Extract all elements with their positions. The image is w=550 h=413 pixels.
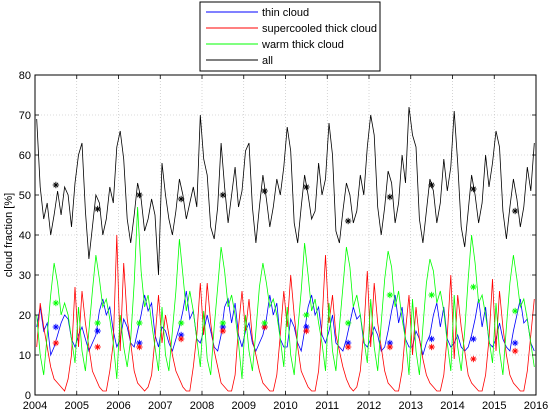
mean-marker bbox=[94, 319, 101, 327]
ticks: 2004 2005 2006 2007 2008 2009 2010 2011 2012 2013… bbox=[19, 70, 548, 412]
mean-marker bbox=[261, 323, 268, 331]
mean-marker bbox=[261, 187, 268, 195]
x-tick-label: 2009 bbox=[232, 400, 256, 412]
mean-marker bbox=[344, 217, 352, 225]
y-tick-label: 80 bbox=[19, 70, 31, 82]
mean-marker bbox=[177, 335, 185, 343]
series-line-all bbox=[36, 106, 535, 276]
x-tick-label: 2010 bbox=[273, 400, 297, 412]
mean-marker bbox=[303, 183, 310, 191]
legend-label: supercooled thick cloud bbox=[262, 23, 377, 35]
legend: thin cloud supercooled thick cloud warm th… bbox=[199, 1, 381, 72]
mean-marker bbox=[219, 191, 227, 199]
x-tick-label: 2012 bbox=[357, 400, 381, 412]
mean-marker bbox=[344, 343, 352, 351]
mean-marker bbox=[511, 307, 519, 315]
mean-marker bbox=[52, 299, 60, 307]
x-tick-label: 2006 bbox=[106, 400, 130, 412]
legend-label: warm thick cloud bbox=[261, 39, 344, 51]
x-tick-label: 2015 bbox=[482, 400, 506, 412]
mean-marker bbox=[177, 195, 185, 203]
x-tick-label: 2014 bbox=[440, 400, 464, 412]
x-tick-label: 2016 bbox=[524, 400, 548, 412]
mean-marker bbox=[303, 311, 310, 319]
legend-label: all bbox=[262, 55, 273, 67]
y-tick-label: 20 bbox=[19, 310, 31, 322]
y-tick-label: 10 bbox=[19, 350, 31, 362]
mean-marker bbox=[428, 335, 435, 343]
mean-marker bbox=[136, 343, 143, 351]
mean-marker bbox=[94, 343, 101, 351]
mean-marker bbox=[511, 347, 519, 355]
mean-marker bbox=[303, 323, 310, 331]
x-tick-label: 2005 bbox=[65, 400, 89, 412]
mean-marker bbox=[428, 181, 435, 189]
x-tick-label: 2013 bbox=[399, 400, 423, 412]
y-tick-label: 30 bbox=[19, 270, 31, 282]
mean-marker bbox=[428, 343, 435, 351]
mean-marker bbox=[52, 181, 60, 189]
x-tick-label: 2008 bbox=[190, 400, 214, 412]
y-tick-label: 70 bbox=[19, 110, 31, 122]
series-line-warm-thick-cloud bbox=[36, 206, 535, 380]
mean-marker bbox=[344, 319, 352, 327]
mean-marker bbox=[386, 193, 394, 201]
legend-label: thin cloud bbox=[262, 7, 309, 19]
mean-marker bbox=[52, 339, 60, 347]
mean-marker bbox=[470, 283, 477, 291]
y-tick-label: 0 bbox=[25, 390, 31, 402]
x-tick-label: 2011 bbox=[315, 400, 339, 412]
mean-marker bbox=[219, 327, 227, 335]
y-tick-label: 60 bbox=[19, 150, 31, 162]
mean-marker bbox=[177, 319, 185, 327]
mean-marker bbox=[261, 319, 268, 327]
mean-marker bbox=[94, 327, 101, 335]
mean-marker bbox=[511, 339, 519, 347]
x-tick-label: 2004 bbox=[23, 400, 47, 412]
x-tick-label: 2007 bbox=[148, 400, 172, 412]
mean-marker bbox=[470, 355, 477, 363]
mean-marker bbox=[136, 319, 143, 327]
mean-marker bbox=[219, 319, 227, 327]
mean-marker bbox=[511, 207, 519, 215]
mean-marker bbox=[303, 327, 310, 335]
mean-marker bbox=[344, 339, 352, 347]
y-axis-label: cloud fraction [%] bbox=[3, 193, 15, 277]
series-layer bbox=[36, 106, 535, 392]
mean-marker bbox=[94, 205, 101, 213]
y-tick-label: 50 bbox=[19, 190, 31, 202]
mean-marker bbox=[52, 323, 60, 331]
mean-marker bbox=[470, 185, 477, 193]
mean-marker bbox=[386, 291, 394, 299]
mean-marker bbox=[386, 343, 394, 351]
mean-marker bbox=[470, 335, 477, 343]
mean-marker bbox=[136, 191, 143, 199]
mean-marker bbox=[428, 291, 435, 299]
y-tick-label: 40 bbox=[19, 230, 31, 242]
